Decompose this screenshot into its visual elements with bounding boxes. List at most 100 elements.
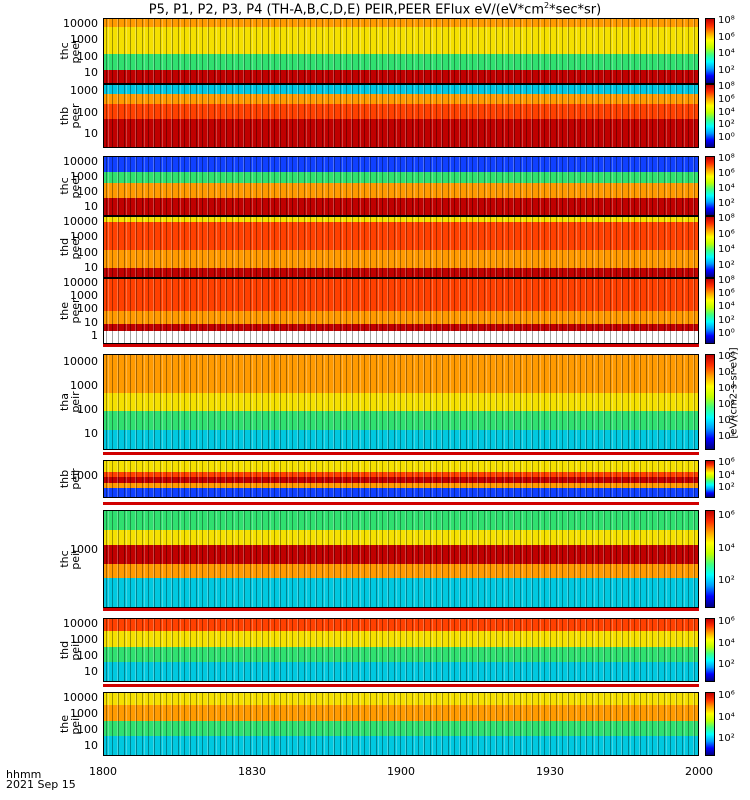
colorbar-tick-label: 10⁸ xyxy=(718,213,735,225)
panel-separator xyxy=(103,608,699,611)
panel-separator xyxy=(103,684,699,687)
spectrogram-band xyxy=(104,544,698,564)
spectrogram-band xyxy=(104,705,698,721)
colorbar xyxy=(705,460,715,498)
colorbar xyxy=(705,692,715,756)
colorbar-tick-label: 10¹ xyxy=(718,431,735,443)
colorbar-units: [eV/(cm2-s-sr-eV)] xyxy=(727,8,741,778)
colorbar-tick-label: 10⁸ xyxy=(718,274,735,286)
spectrogram-band xyxy=(104,94,698,104)
spectrogram-band xyxy=(104,197,698,215)
colorbar-tick-label: 10⁶ xyxy=(718,616,735,628)
spectrogram-band xyxy=(104,250,698,268)
colorbar-units-text: [eV/(cm2-s-sr-eV)] xyxy=(728,347,740,439)
spectrogram-band xyxy=(104,662,698,681)
spectrogram-band xyxy=(104,70,698,83)
colorbar xyxy=(705,84,715,148)
y-tick-label: 10000 xyxy=(63,16,98,30)
spectrogram-band xyxy=(104,482,698,488)
colorbar-tick-label: 10⁴ xyxy=(718,244,735,256)
colorbar-tick-label: 10⁶ xyxy=(718,351,735,363)
spectrogram-band xyxy=(104,477,698,483)
y-tick-label: 1000 xyxy=(70,289,98,303)
colorbar-tick-label: 10⁶ xyxy=(718,456,735,468)
spectrogram-band xyxy=(104,103,698,120)
y-tick-label: 100 xyxy=(77,302,98,316)
colorbar xyxy=(705,618,715,682)
spectrogram-band xyxy=(104,54,698,71)
y-tick-label: 1000 xyxy=(70,84,98,98)
panel-y-label-line: peir xyxy=(69,548,82,570)
colorbar-tick-label: 10⁸ xyxy=(718,15,735,27)
colorbar-tick-label: 10⁶ xyxy=(718,168,735,180)
y-tick-label: 10000 xyxy=(63,275,98,289)
spectrogram-band xyxy=(104,736,698,755)
y-tick-label: 1000 xyxy=(70,632,98,646)
y-tick-label: 10 xyxy=(84,261,98,275)
y-tick-label: 1000 xyxy=(70,543,98,557)
y-tick-label: 10000 xyxy=(63,214,98,228)
panel-separator xyxy=(103,452,699,455)
spectrogram-band xyxy=(104,157,698,172)
y-tick-label: 10 xyxy=(84,127,98,141)
panel-separator xyxy=(103,344,699,347)
chart-title: P5, P1, P2, P3, P4 (TH-A,B,C,D,E) PEIR,P… xyxy=(0,1,750,17)
colorbar-tick-label: 10⁴ xyxy=(718,542,735,554)
y-tick-label: 1000 xyxy=(70,379,98,393)
y-tick-label: 100 xyxy=(77,403,98,417)
colorbar-tick-label: 10⁴ xyxy=(718,469,735,481)
colorbar-tick-label: 10⁴ xyxy=(718,637,735,649)
y-tick-label: 10000 xyxy=(63,690,98,704)
spectrogram-band xyxy=(104,563,698,579)
colorbar-tick-label: 10⁶ xyxy=(718,31,735,43)
x-tick-label: 2000 xyxy=(685,765,713,778)
y-tick-label: 1000 xyxy=(70,706,98,720)
y-tick-label: 1000 xyxy=(70,33,98,47)
spectrogram-band xyxy=(104,217,698,222)
spectrogram-panel xyxy=(103,618,699,682)
colorbar-tick-label: 10⁶ xyxy=(718,288,735,300)
spectrogram-band xyxy=(104,530,698,545)
y-tick-label: 100 xyxy=(77,722,98,736)
spectrogram-panel xyxy=(103,278,699,344)
colorbar-tick-label: 10⁸ xyxy=(718,153,735,165)
colorbar-tick-label: 10⁶ xyxy=(718,690,735,702)
spectrogram-band xyxy=(104,693,698,706)
spectrogram-band xyxy=(104,183,698,198)
y-tick-label: 1000 xyxy=(70,230,98,244)
spectrogram-band xyxy=(104,646,698,663)
colorbar xyxy=(705,278,715,344)
y-tick-label: 100 xyxy=(77,648,98,662)
y-tick-label: 100 xyxy=(77,184,98,198)
spectrogram-band xyxy=(104,631,698,647)
colorbar-tick-label: 10² xyxy=(718,314,735,326)
colorbar-tick-label: 10² xyxy=(718,198,735,210)
y-tick-label: 100 xyxy=(77,105,98,119)
x-tick-label: 1800 xyxy=(89,765,117,778)
spectrogram-band xyxy=(104,578,698,607)
colorbar-tick-label: 10² xyxy=(718,482,735,494)
colorbar-tick-label: 10⁰ xyxy=(718,327,735,339)
y-tick-label: 1000 xyxy=(70,169,98,183)
spectrogram-panel xyxy=(103,692,699,756)
spectrogram-band xyxy=(104,221,698,250)
colorbar xyxy=(705,18,715,84)
colorbar-tick-label: 10⁶ xyxy=(718,228,735,240)
colorbar xyxy=(705,216,715,278)
spectrogram-band xyxy=(104,85,698,95)
y-tick-label: 100 xyxy=(77,49,98,63)
x-axis-date: 2021 Sep 15 xyxy=(6,778,76,791)
title-tail: *sec*sr) xyxy=(549,2,602,18)
spectrogram-band xyxy=(104,355,698,393)
spectrogram-band xyxy=(104,720,698,737)
panel-separator xyxy=(103,502,699,505)
y-tick-label: 1000 xyxy=(70,469,98,483)
spectrogram-band xyxy=(104,279,698,311)
colorbar-tick-label: 10⁵ xyxy=(718,367,735,379)
y-tick-label: 100 xyxy=(77,245,98,259)
spectrogram-panel xyxy=(103,156,699,216)
title-main: P5, P1, P2, P3, P4 (TH-A,B,C,D,E) PEIR,P… xyxy=(148,2,544,18)
colorbar xyxy=(705,156,715,216)
spectrogram-band xyxy=(104,392,698,412)
spectrogram-band xyxy=(104,323,698,332)
